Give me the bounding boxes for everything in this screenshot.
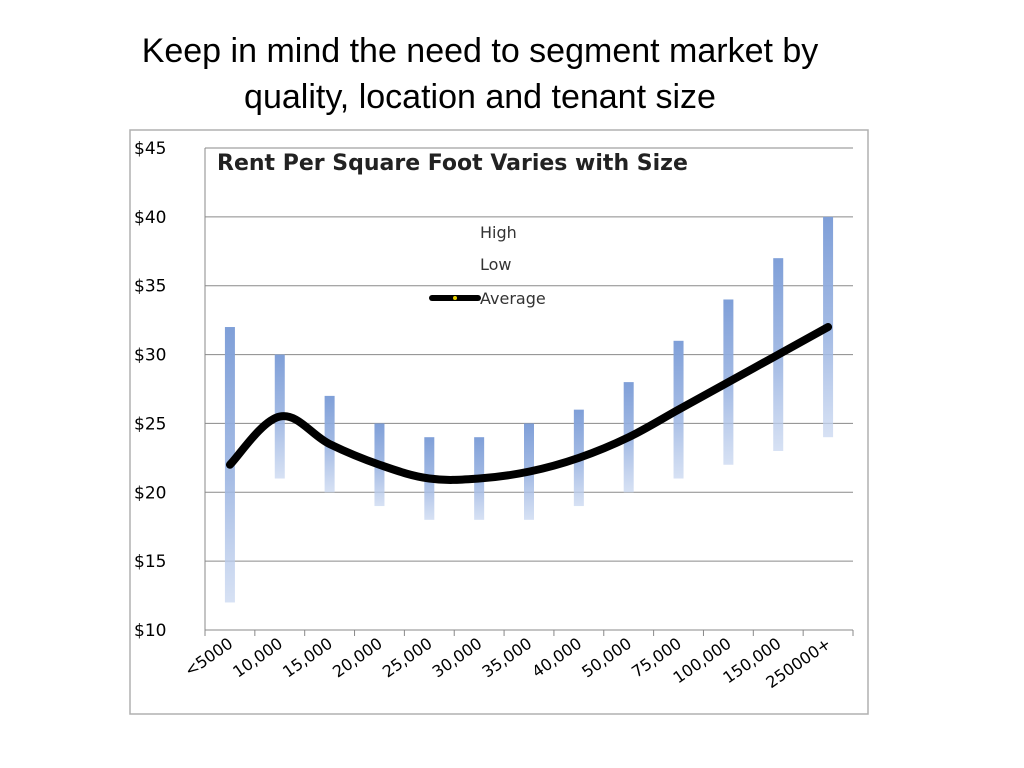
chart-title: Rent Per Square Foot Varies with Size: [217, 151, 688, 176]
legend-label-high: High: [480, 223, 517, 242]
legend-marker-average: [453, 296, 457, 300]
slide-title-line-2: quality, location and tenant size: [244, 78, 716, 116]
y-tick-label: $10: [134, 621, 166, 641]
y-tick-label: $40: [134, 208, 166, 228]
axes: [204, 148, 854, 636]
y-tick-label: $15: [134, 552, 166, 572]
y-tick-label: $20: [134, 483, 166, 503]
legend: High Low Average: [429, 223, 546, 308]
y-tick-label: $45: [134, 139, 166, 159]
y-tick-label: $25: [134, 414, 166, 434]
y-tick-label: $35: [134, 277, 166, 297]
slide-title-line-1: Keep in mind the need to segment market …: [141, 32, 819, 70]
legend-label-average: Average: [480, 289, 546, 308]
legend-label-low: Low: [480, 255, 512, 274]
average-line-layer: [225, 323, 833, 484]
y-tick-label: $30: [134, 346, 166, 366]
chart-frame: [129, 129, 869, 715]
average-line: [225, 323, 833, 484]
slide-title: Keep in mind the need to segment market …: [0, 28, 960, 120]
